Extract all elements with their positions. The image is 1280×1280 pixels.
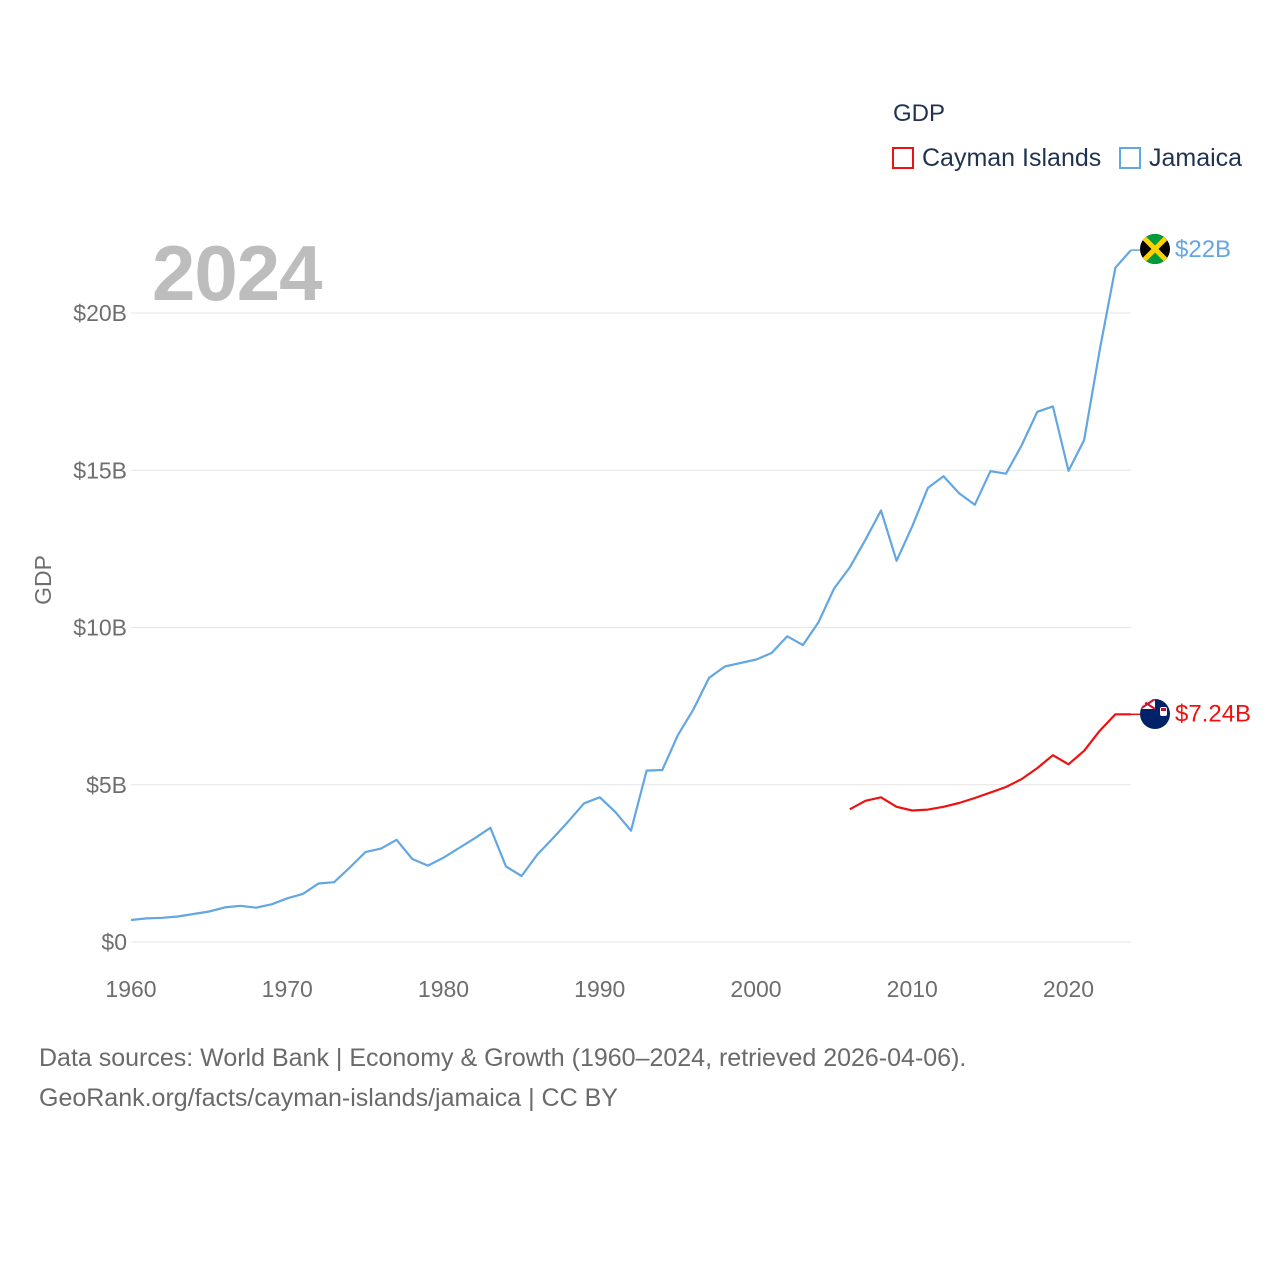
x-tick-label: 1990 bbox=[574, 976, 625, 1002]
series-line-jamaica bbox=[130, 249, 1132, 922]
y-tick-label: $10B bbox=[73, 615, 127, 641]
source-line-1: Data sources: World Bank | Economy & Gro… bbox=[39, 1044, 967, 1072]
x-tick-label: 2020 bbox=[1043, 976, 1094, 1002]
x-tick-label: 1980 bbox=[418, 976, 469, 1002]
cayman-islands-flag-icon bbox=[1140, 699, 1170, 729]
x-tick-label: 1960 bbox=[105, 976, 156, 1002]
legend-swatch-cayman-islands bbox=[892, 147, 914, 169]
legend-swatch-jamaica bbox=[1119, 147, 1141, 169]
source-line-2: GeoRank.org/facts/cayman-islands/jamaica… bbox=[39, 1084, 618, 1112]
x-tick-label: 2000 bbox=[730, 976, 781, 1002]
legend-title: GDP bbox=[893, 100, 946, 127]
end-value-label-cayman-islands: $7.24B bbox=[1175, 700, 1251, 727]
jamaica-flag-icon bbox=[1140, 234, 1170, 264]
legend-item-jamaica[interactable]: Jamaica bbox=[1119, 143, 1242, 173]
y-tick-label: $0 bbox=[101, 929, 127, 955]
series-line-cayman-islands bbox=[849, 713, 1131, 812]
legend-label-cayman-islands: Cayman Islands bbox=[922, 143, 1102, 172]
year-label: 2024 bbox=[152, 229, 323, 317]
legend-label-jamaica: Jamaica bbox=[1149, 143, 1243, 172]
y-tick-label: $20B bbox=[73, 300, 127, 326]
x-tick-label: 2010 bbox=[887, 976, 938, 1002]
x-tick-label: 1970 bbox=[262, 976, 313, 1002]
y-axis-title: GDP bbox=[30, 555, 56, 605]
y-tick-label: $5B bbox=[86, 772, 127, 798]
y-tick-label: $15B bbox=[73, 457, 127, 483]
end-value-label-jamaica: $22B bbox=[1175, 236, 1231, 263]
legend-item-cayman-islands[interactable]: Cayman Islands bbox=[892, 143, 1101, 173]
